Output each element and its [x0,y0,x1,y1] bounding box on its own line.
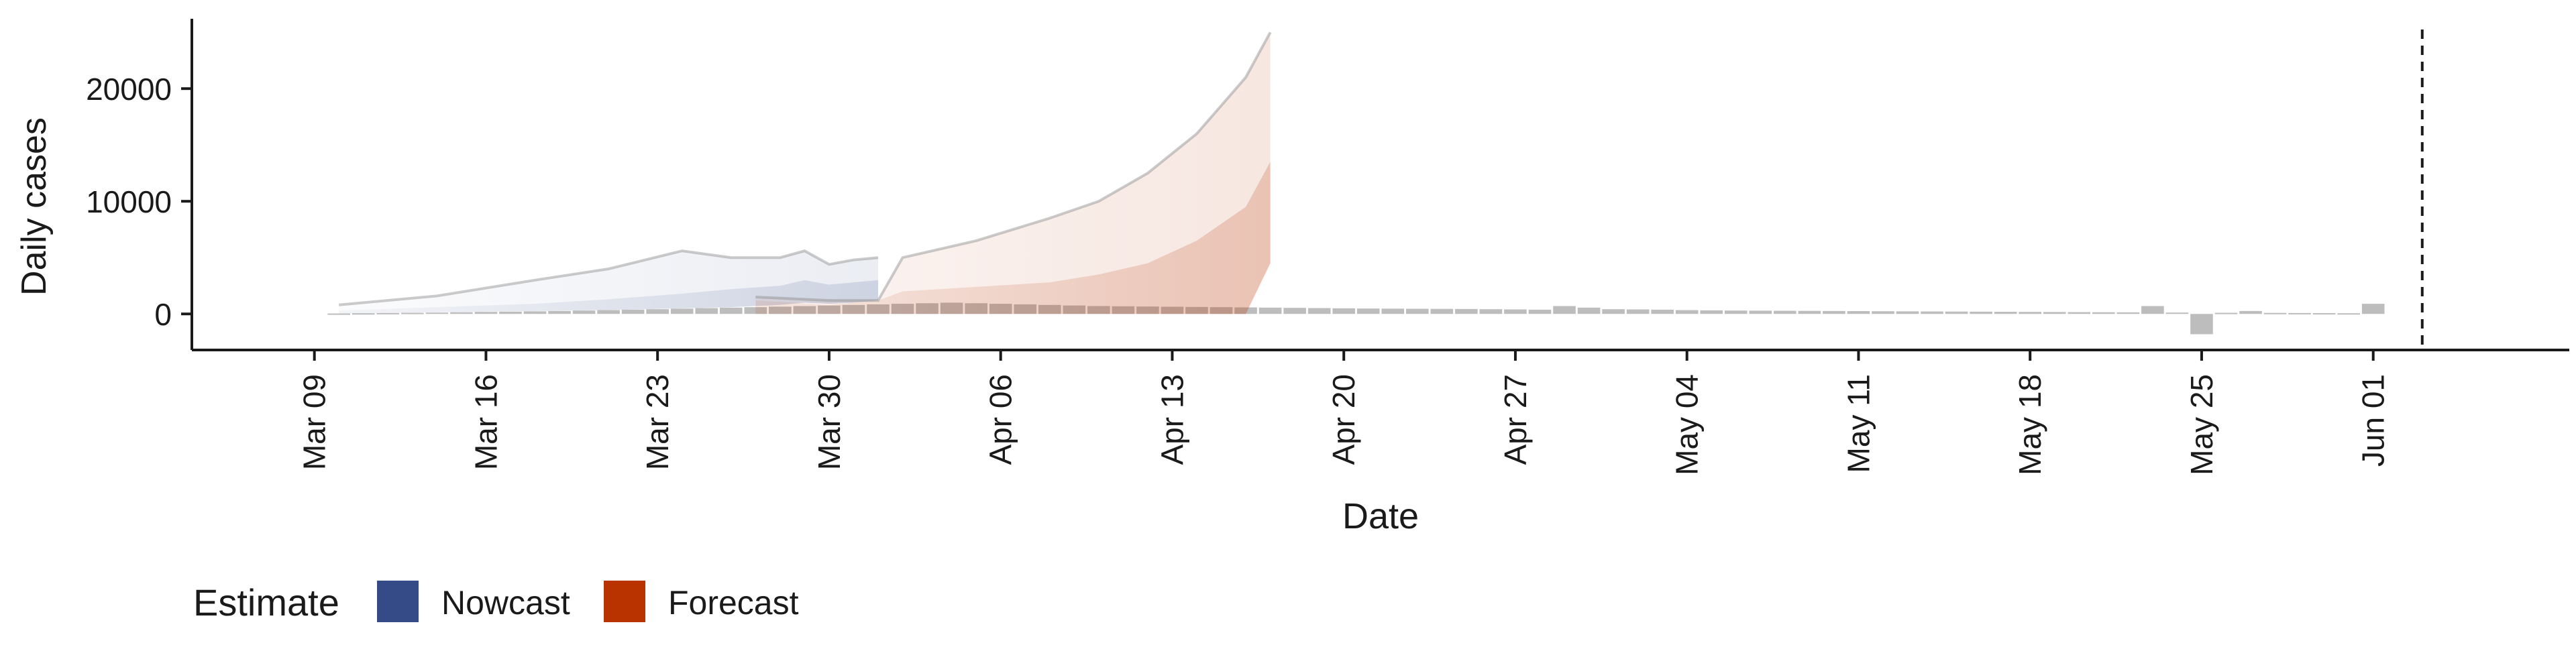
observed-bar [2043,312,2066,314]
observed-bar [2288,312,2311,314]
observed-bar [1970,311,1992,314]
observed-bar [401,312,424,314]
observed-bar [2337,313,2360,315]
observed-bar [1823,310,1845,314]
forecast-inner-band [755,162,1271,314]
observed-bar [1994,312,2017,314]
observed-bar [1626,309,1650,314]
observed-bar [499,311,522,314]
estimate-bands-layer [339,32,1271,314]
observed-bar [2092,312,2115,314]
observed-bar [1872,311,1894,314]
observed-bar [1430,308,1454,314]
legend: Estimate Nowcast Forecast [193,581,799,624]
x-tick-label: Jun 01 [2356,374,2391,467]
x-tick-label: Mar 09 [297,374,332,470]
observed-bar [2019,312,2042,314]
observed-bar [425,312,449,314]
nowcast-inner-band [339,280,879,314]
observed-bar [1651,309,1674,314]
y-tick-label: 20000 [86,72,172,107]
x-tick-label: Mar 30 [812,374,847,470]
observed-bar [1405,308,1429,314]
observed-bar [1896,311,1919,314]
x-tick-label: Apr 20 [1326,374,1361,465]
x-tick-label: May 11 [1841,374,1876,473]
observed-bar [1798,310,1821,314]
observed-bar [646,309,669,314]
observed-bar [744,307,767,314]
observed-bar [2214,312,2238,314]
observed-bar [1504,309,1527,314]
legend-label-nowcast: Nowcast [441,584,570,622]
observed-bar [474,312,498,314]
observed-bar [719,307,743,314]
observed-bar [597,310,620,314]
observed-bar [548,310,571,314]
nowcast-upper-line [339,249,879,306]
observed-bar [1675,310,1699,314]
observed-bar [352,313,375,315]
observed-bar [2141,306,2164,314]
observed-bar [2239,310,2262,314]
observed-bar [1528,309,1552,314]
legend-title: Estimate [193,581,339,624]
observed-bar [1381,308,1405,314]
x-tick-label: Apr 06 [983,374,1018,465]
forecast-upper-line [755,32,1272,302]
observed-bar [1455,308,1478,314]
x-tick-label: Mar 16 [468,374,503,470]
observed-bar [1258,307,1282,314]
observed-bar [1356,308,1380,314]
observed-bar [670,308,694,314]
legend-swatch-forecast [604,581,645,622]
observed-bar [1774,310,1796,314]
observed-bar [2263,312,2287,314]
observed-bar [1332,308,1356,314]
observed-bar [450,312,473,314]
y-tick-label: 0 [154,297,172,332]
observed-bar [695,308,718,314]
observed-bar [1921,311,1943,314]
legend-label-forecast: Forecast [668,584,799,622]
y-axis-ticks: 0 10000 20000 [86,72,192,332]
legend-swatch-nowcast [377,581,419,622]
observed-bar [1307,308,1331,314]
x-tick-label: Apr 13 [1155,374,1189,465]
x-tick-label: May 04 [1670,374,1705,475]
observed-bar [1577,307,1601,314]
observed-bar [2165,312,2189,314]
x-axis-ticks: Mar 09 Mar 16 Mar 23 Mar 30 Apr 06 Apr 13 Apr … [297,350,2391,475]
observed-bar [1283,308,1306,314]
observed-bar [1749,310,1772,314]
observed-bar [1602,309,1625,314]
observed-bar [621,309,645,314]
x-axis-label: Date [1342,496,1419,536]
observed-bar [1700,310,1723,314]
y-axis-label: Daily cases [15,117,54,296]
observed-bar [2116,312,2140,314]
forecast-outer-band [755,32,1271,314]
x-tick-label: Apr 27 [1498,374,1533,465]
estimate-lines-layer [339,32,1272,306]
observed-bar [1479,309,1503,314]
observed-bar [1945,311,1968,314]
observed-bar [2361,304,2385,314]
observed-bar [1553,306,1576,314]
x-tick-label: May 18 [2012,374,2047,475]
observed-bar [523,311,547,314]
observed-bar [572,310,596,314]
observed-bar [1847,311,1870,314]
x-tick-label: May 25 [2184,374,2219,475]
observed-bar [376,312,400,314]
observed-bar [327,313,351,315]
x-tick-label: Mar 23 [640,374,675,470]
observed-bar [2312,313,2336,315]
observed-bar [2190,314,2213,335]
observed-bar [2068,312,2091,314]
observed-bar [1724,310,1748,314]
y-tick-label: 10000 [86,184,172,219]
